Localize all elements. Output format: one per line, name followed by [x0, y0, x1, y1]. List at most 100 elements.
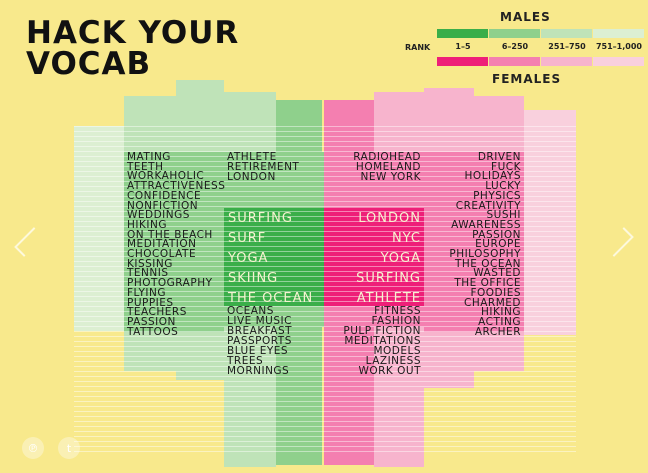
- male-row-line: [74, 386, 324, 387]
- female-band-top5: [324, 208, 424, 306]
- male-row-line: [74, 371, 324, 372]
- male-row-line: [74, 336, 324, 337]
- female-row-line: [324, 131, 576, 132]
- male-row-line: [74, 151, 324, 152]
- male-row-line: [74, 306, 324, 307]
- male-row-line: [74, 171, 324, 172]
- male-top-word: YOGA: [228, 251, 269, 266]
- female-row-line: [324, 291, 576, 292]
- male-row-line: [74, 286, 324, 287]
- female-row-line: [324, 141, 576, 142]
- female-word: AWARENESS: [451, 218, 521, 231]
- tumblr-icon[interactable]: t: [58, 437, 80, 459]
- female-row-line: [324, 196, 576, 197]
- female-row-line: [324, 171, 576, 172]
- male-row-line: [74, 326, 324, 327]
- female-row-line: [324, 176, 576, 177]
- male-band-top5: [224, 208, 324, 306]
- male-row-line: [74, 381, 324, 382]
- female-band-751-1000: [524, 110, 576, 335]
- male-row-line: [74, 161, 324, 162]
- legend-females-label: FEMALES: [492, 72, 562, 86]
- male-row-line: [74, 446, 324, 447]
- male-word: PASSION: [127, 315, 176, 328]
- male-row-line: [74, 206, 324, 207]
- female-word: CREATIVITY: [455, 199, 521, 212]
- female-word: WORK OUT: [358, 365, 421, 377]
- male-row-line: [74, 146, 324, 147]
- female-word: SUSHI: [486, 209, 521, 222]
- male-row-line: [74, 231, 324, 232]
- female-top-word: LONDON: [358, 211, 421, 226]
- male-row-line: [74, 341, 324, 342]
- female-row-line: [324, 331, 576, 332]
- legend-rank-0: 1–5: [455, 42, 471, 51]
- male-top-word: SKIING: [228, 271, 279, 286]
- male-row-line: [74, 411, 324, 412]
- female-word: FOODIES: [470, 286, 521, 299]
- male-row-line: [74, 366, 324, 367]
- male-row-line: [74, 291, 324, 292]
- male-row-line: [74, 166, 324, 167]
- female-row-line: [324, 181, 576, 182]
- female-word: LUCKY: [485, 180, 521, 193]
- pinterest-icon[interactable]: ℗: [22, 437, 44, 459]
- male-word: BREAKFAST: [227, 325, 293, 337]
- male-row-line: [74, 406, 324, 407]
- female-word: MEDITATIONS: [344, 335, 421, 347]
- title-line-1: HACK YOUR: [26, 15, 240, 51]
- male-row-line: [74, 271, 324, 272]
- female-word: ACTING: [478, 315, 521, 328]
- female-row-line: [324, 156, 576, 157]
- legend-females-swatches: [437, 57, 645, 66]
- female-word: PHYSICS: [473, 189, 521, 202]
- male-word: KISSING: [127, 257, 173, 270]
- male-band-751-1000: [74, 126, 124, 331]
- legend-rank-2: 251–750: [548, 42, 586, 51]
- male-word: MEDITATION: [127, 238, 197, 251]
- male-row-line: [74, 376, 324, 377]
- female-row-line: [324, 451, 576, 452]
- female-top-word: NYC: [391, 231, 421, 246]
- female-row-line: [324, 326, 576, 327]
- female-row-line: [324, 256, 576, 257]
- male-word: PHOTOGRAPHY: [127, 277, 213, 290]
- female-row-line: [324, 186, 576, 187]
- male-row-line: [74, 246, 324, 247]
- female-row-line: [324, 236, 576, 237]
- female-row-line: [324, 261, 576, 262]
- legend-rank-label: RANK: [405, 43, 431, 52]
- female-row-line: [324, 441, 576, 442]
- legend-male-swatch-2: [541, 29, 592, 38]
- male-word: ATTRACTIVENESS: [127, 180, 226, 193]
- male-row-line: [74, 311, 324, 312]
- female-row-line: [324, 206, 576, 207]
- female-row-line: [324, 401, 576, 402]
- female-word: EUROPE: [475, 238, 521, 251]
- female-row-line: [324, 246, 576, 247]
- female-row-line: [324, 146, 576, 147]
- male-row-line: [74, 176, 324, 177]
- male-row-line: [74, 141, 324, 142]
- female-row-line: [324, 396, 576, 397]
- male-row-line: [74, 136, 324, 137]
- female-row-line: [324, 446, 576, 447]
- female-row-line: [324, 296, 576, 297]
- female-word: PASSION: [472, 228, 521, 241]
- legend-female-swatch-1: [489, 57, 540, 66]
- female-row-line: [324, 306, 576, 307]
- female-word: ARCHER: [474, 325, 521, 338]
- male-word: NONFICTION: [127, 199, 199, 212]
- male-word: TENNIS: [127, 267, 169, 280]
- female-row-line: [324, 221, 576, 222]
- female-word: PHILOSOPHY: [449, 248, 521, 260]
- female-row-line: [324, 311, 576, 312]
- female-row-line: [324, 426, 576, 427]
- female-word: DRIVEN: [477, 151, 521, 163]
- female-row-line: [324, 191, 576, 192]
- female-row-line: [324, 416, 576, 417]
- female-row-line: [324, 366, 576, 367]
- female-band-6-250-col2: [424, 152, 524, 332]
- male-row-line: [74, 196, 324, 197]
- male-word: HIKING: [127, 218, 167, 231]
